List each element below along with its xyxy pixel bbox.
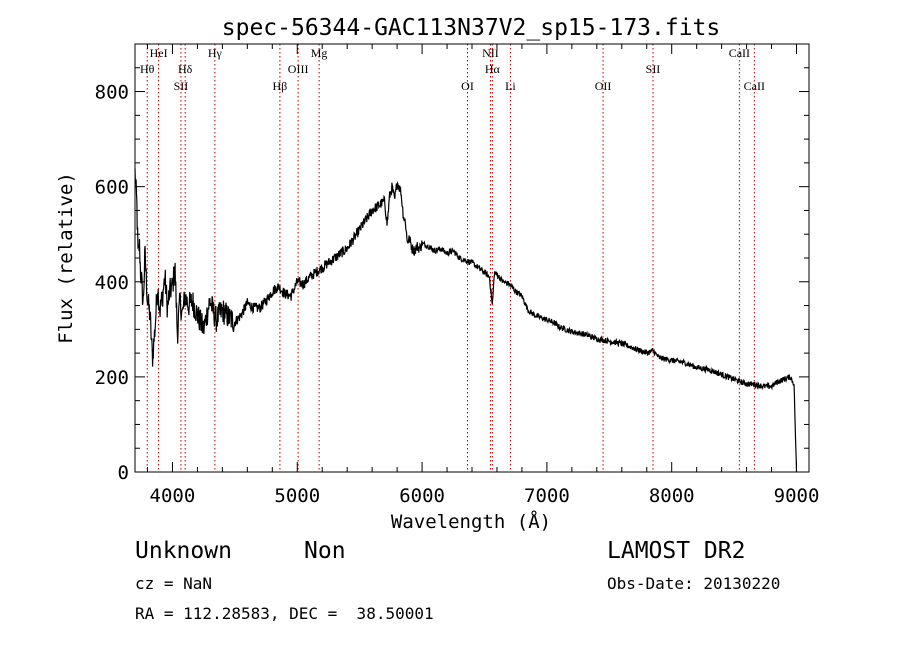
line-label-6: OIII [288,62,309,76]
spectral-line-markers [146,44,755,472]
object-subclass: Non [304,538,346,564]
x-tick-label-0: 4000 [150,485,196,507]
x-tick-label-4: 8000 [649,485,695,507]
spectrum-series-line [134,168,798,473]
y-tick-label-3: 600 [95,177,129,199]
line-label-0: Hθ [140,62,155,76]
y-tick-label-1: 200 [95,367,129,389]
y-tick-label-2: 400 [95,272,129,294]
line-label-1: HeI [150,46,168,60]
redshift-readout: cz = NaN [135,574,213,593]
line-label-12: OII [595,79,612,93]
x-tick-label-1: 5000 [274,485,320,507]
line-label-8: OI [461,79,474,93]
y-tick-label-4: 800 [95,82,129,104]
chart-title: spec-56344-GAC113N37V2_sp15-173.fits [222,15,721,41]
line-label-7: Mg [311,46,328,60]
line-label-9: NII [482,46,499,60]
object-class: Unknown [135,538,232,564]
survey-name: LAMOST DR2 [607,538,746,564]
x-tick-label-5: 9000 [774,485,820,507]
line-label-5: Hβ [273,79,288,93]
observation-date: Obs-Date: 20130220 [607,574,781,593]
line-label-13: SII [646,62,661,76]
line-label-10: Hα [485,62,501,76]
x-axis-ticks: 4000 5000 6000 7000 8000 9000 [146,44,820,507]
y-tick-label-0: 0 [118,462,129,484]
coordinates-readout: RA = 112.28583, DEC = 38.50001 [135,604,434,623]
line-label-15: CaII [744,79,765,93]
x-tick-label-3: 7000 [524,485,570,507]
line-label-3: Hδ [178,62,193,76]
x-tick-label-2: 6000 [399,485,445,507]
plot-frame [134,43,810,473]
line-label-14: CaII [729,46,750,60]
line-label-2: SII [174,79,189,93]
x-axis-label: Wavelength (Å) [391,510,551,533]
y-axis-label: Flux (relative) [55,172,77,344]
line-label-4: Hγ [208,46,223,60]
line-label-11: Li [505,79,516,93]
y-axis-ticks: 0 200 400 600 800 [95,67,809,484]
